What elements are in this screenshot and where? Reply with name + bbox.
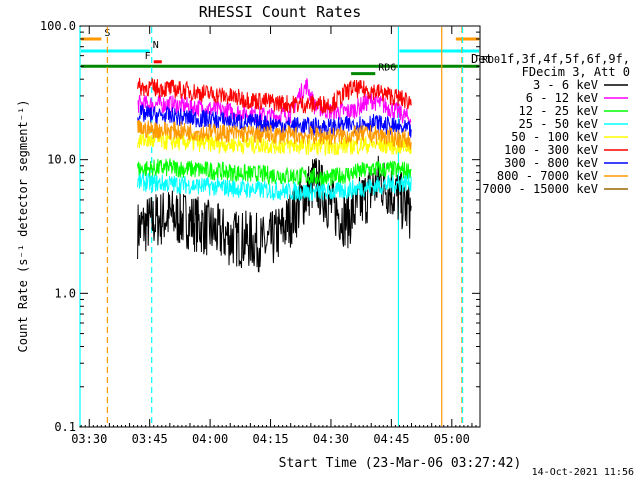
y-tick-label: 0.1 <box>54 420 76 434</box>
flag-label: S <box>104 28 110 39</box>
x-tick-label: 04:15 <box>252 432 288 446</box>
x-tick-label: 03:30 <box>71 432 107 446</box>
chart-title: RHESSI Count Rates <box>199 3 362 21</box>
series-line <box>137 120 412 151</box>
y-tick-label: 1.0 <box>54 286 76 300</box>
x-tick-label: 04:30 <box>313 432 349 446</box>
flag-bars: S NF RD0 RD6 <box>81 28 500 76</box>
series-line <box>137 155 412 273</box>
legend-entry-label: 50 - 100 keV <box>511 130 598 144</box>
y-tick-label: 100.0 <box>40 19 76 33</box>
legend: Det 1f,3f,4f,5f,6f,9f, FDecim 3, Att 0 3… <box>471 52 630 196</box>
flag-label: N <box>153 40 159 51</box>
series-line <box>137 172 412 202</box>
y-axis-label: Count Rate (s⁻¹ detector segment⁻¹) <box>16 100 30 353</box>
legend-entry-label: 300 - 800 keV <box>504 156 598 170</box>
series-line <box>137 158 412 187</box>
x-tick-label: 03:45 <box>132 432 168 446</box>
series-lines <box>137 77 412 273</box>
x-axis-label: Start Time (23-Mar-06 03:27:42) <box>279 456 522 471</box>
legend-entry-label: 7000 - 15000 keV <box>482 182 598 196</box>
legend-entry-label: 12 - 25 keV <box>519 104 598 118</box>
legend-entry-label: 800 - 7000 keV <box>497 169 598 183</box>
y-tick-label: 10.0 <box>47 153 76 167</box>
x-tick-label: 05:00 <box>434 432 470 446</box>
flag-label: RD6 <box>378 63 396 74</box>
legend-entry-label: 25 - 50 keV <box>519 117 598 131</box>
flag-label: RD0 <box>482 55 500 66</box>
series-line <box>137 130 412 156</box>
vertical-marker-lines <box>79 27 464 426</box>
generated-timestamp: 14-Oct-2021 11:56 <box>532 467 634 478</box>
legend-entry-label: 100 - 300 keV <box>504 143 598 157</box>
series-line <box>137 103 412 138</box>
series-line <box>137 77 412 128</box>
legend-entry-label: 6 - 12 keV <box>526 91 598 105</box>
legend-header-line-1: Det 1f,3f,4f,5f,6f,9f, <box>471 52 630 66</box>
y-axis-ticks: 0.1 1.0 10.0 100.0 <box>40 19 480 434</box>
x-tick-label: 04:00 <box>192 432 228 446</box>
legend-header-line-2: FDecim 3, Att 0 <box>522 65 630 79</box>
series-line <box>137 77 412 114</box>
x-axis-ticks: 03:30 03:45 04:00 04:15 04:30 04:45 05:00 <box>71 26 481 446</box>
x-tick-label: 04:45 <box>373 432 409 446</box>
legend-entry-label: 3 - 6 keV <box>533 78 598 92</box>
flag-label: F <box>145 51 151 62</box>
